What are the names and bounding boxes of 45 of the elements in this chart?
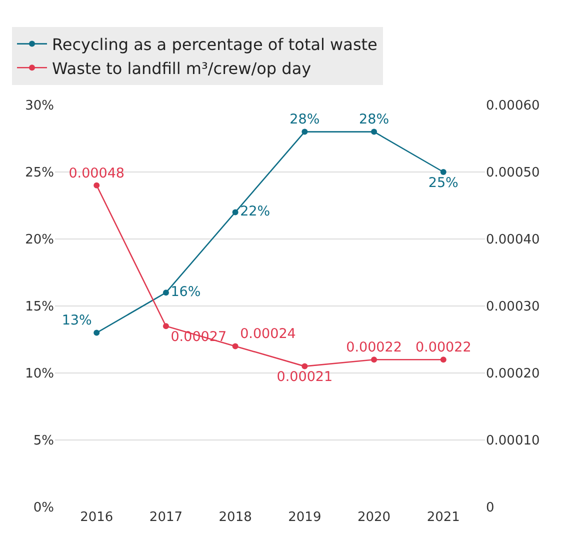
y2-tick-label: 0.00030	[486, 300, 540, 315]
x-tick-label: 2021	[426, 510, 460, 525]
x-tick-label: 2017	[149, 510, 183, 525]
y-tick-label: 10%	[25, 366, 54, 382]
point	[440, 169, 446, 175]
point	[371, 128, 378, 135]
data-label: 0.00048	[68, 165, 125, 182]
point	[302, 128, 308, 135]
legend-label: Recycling as a percentage of total waste	[52, 35, 378, 54]
point	[302, 363, 308, 370]
y2-tick-label: 0	[486, 500, 494, 516]
data-label: 28%	[359, 112, 390, 128]
point	[162, 323, 169, 330]
data-label: 22%	[240, 204, 270, 220]
y-tick-label: 0%	[33, 500, 54, 516]
point	[232, 209, 238, 216]
point	[94, 330, 100, 336]
y2-tick-label: 0.00040	[486, 232, 540, 248]
data-label: 25%	[428, 174, 459, 191]
y-tick-label: 15%	[25, 300, 54, 315]
y2-tick-label: 0.00020	[486, 366, 540, 382]
y-tick-label: 5%	[33, 434, 54, 449]
data-label: 16%	[170, 284, 201, 300]
legend-label: Waste to landfill m³/crew/op day	[52, 58, 312, 78]
x-tick-label: 2019	[288, 510, 322, 525]
data-label: 0.00022	[346, 339, 402, 356]
point	[94, 182, 100, 188]
y2-tick-label: 0.00050	[486, 166, 540, 181]
point	[232, 343, 238, 350]
y-tick-label: 20%	[25, 232, 54, 248]
y2-tick-label: 0.00010	[486, 434, 540, 449]
y-tick-label: 30%	[25, 98, 54, 114]
x-tick-label: 2016	[80, 510, 114, 525]
data-label: 28%	[290, 112, 320, 128]
data-label: 0.00022	[415, 339, 472, 356]
data-label: 0.00024	[240, 326, 296, 342]
y-tick-label: 25%	[25, 166, 54, 181]
x-tick-label: 2018	[218, 510, 252, 525]
point	[371, 356, 378, 363]
point	[162, 290, 169, 296]
point	[440, 356, 446, 363]
x-tick-label: 2020	[357, 510, 391, 525]
data-label: 13%	[62, 312, 92, 329]
data-label: 0.00021	[276, 369, 333, 386]
y2-tick-label: 0.00060	[486, 98, 540, 114]
